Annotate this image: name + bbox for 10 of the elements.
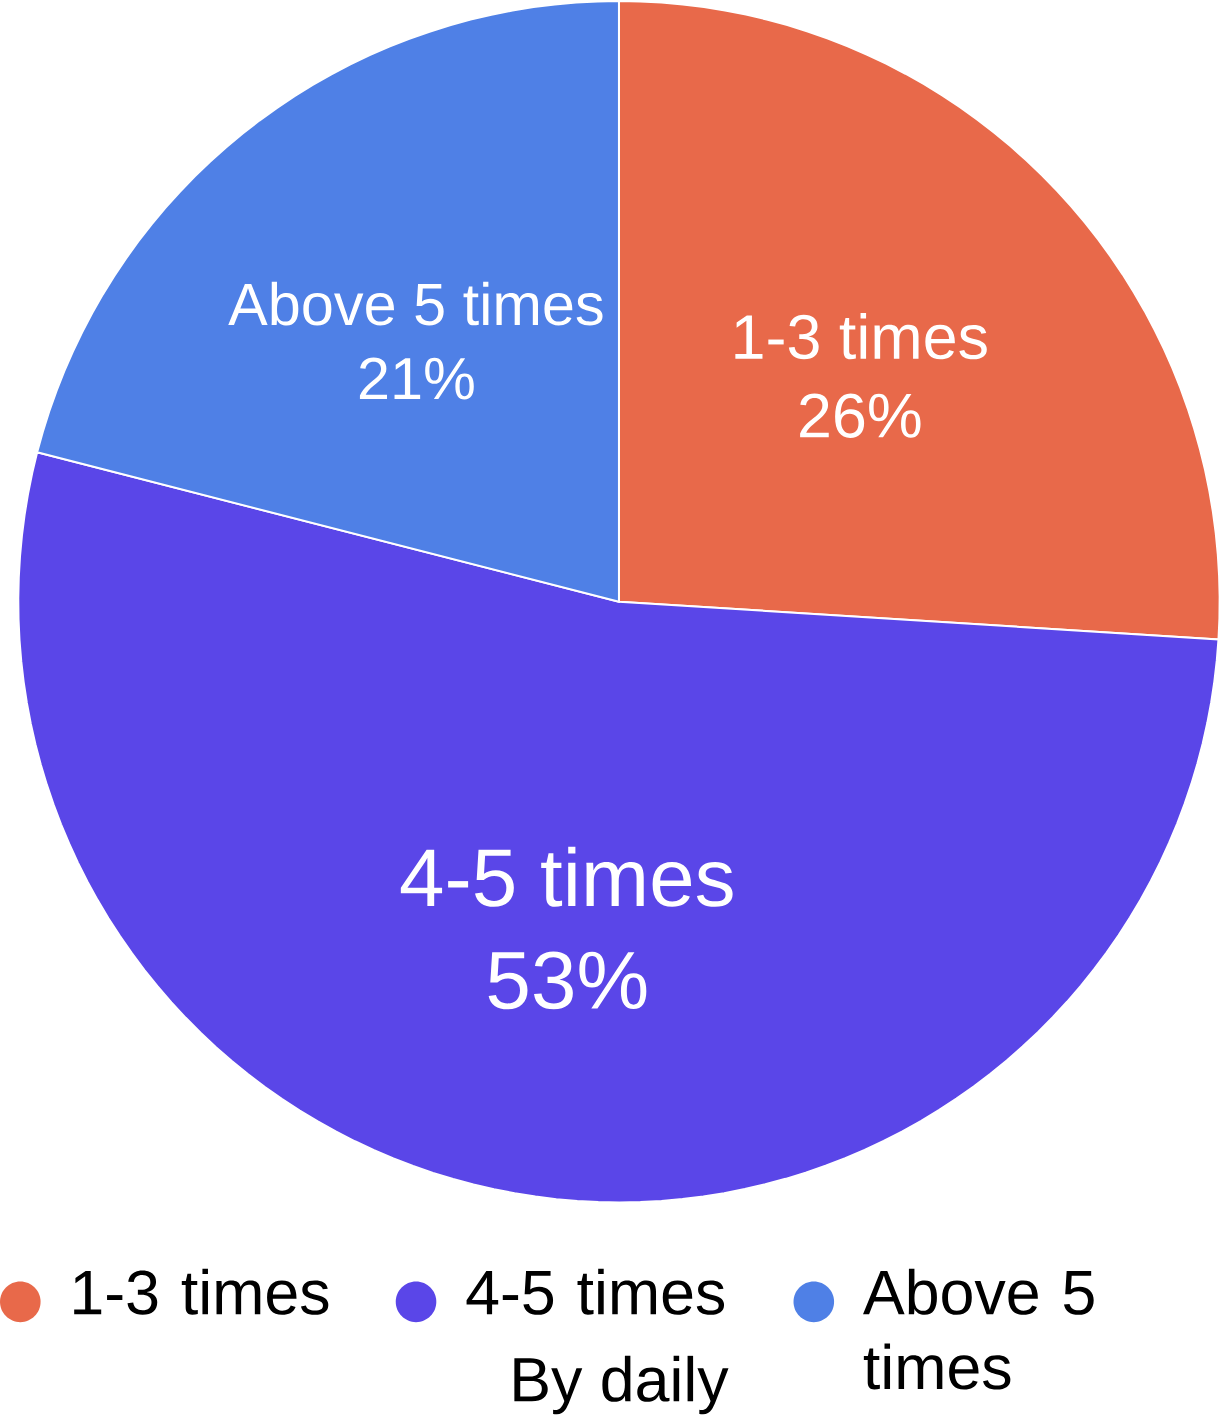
slice-label: 4-5 times	[401, 846, 733, 907]
legend-label: Above 5 times	[863, 1268, 1094, 1390]
data-label: 53%	[488, 951, 647, 1010]
slice-label: Above 5 times	[228, 281, 603, 326]
slice-label: 1-3 times	[735, 313, 987, 360]
legend-label: 1-3 times	[74, 1268, 329, 1315]
data-label: 21%	[360, 357, 474, 400]
text: By daily	[514, 1355, 729, 1415]
legend-label: 4-5 times	[466, 1268, 725, 1315]
data-label: 26%	[800, 393, 921, 438]
